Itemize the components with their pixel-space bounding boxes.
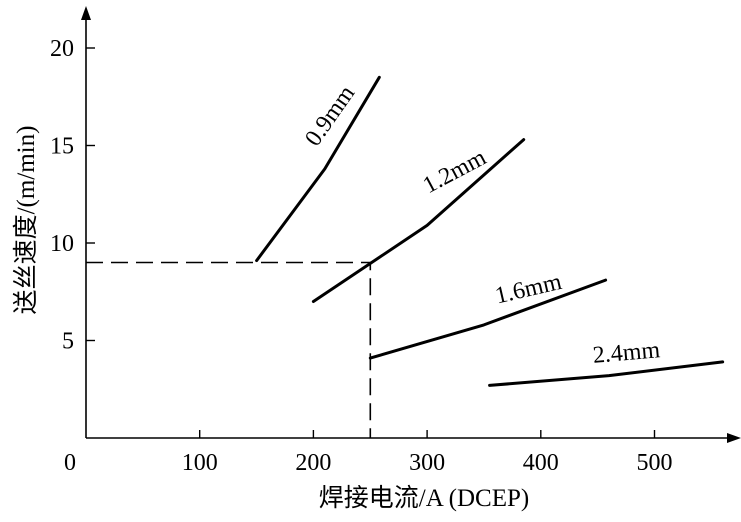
series-label-0.9mm: 0.9mm — [300, 81, 360, 151]
y-tick-label-10: 10 — [50, 231, 74, 257]
y-tick-label-20: 20 — [50, 36, 74, 62]
x-tick-label-300: 300 — [409, 450, 445, 476]
x-tick-label-0: 0 — [64, 450, 76, 476]
series-label-1.6mm: 1.6mm — [493, 269, 565, 310]
series-lines — [255, 75, 725, 387]
x-axis-arrow — [727, 433, 741, 443]
y-axis-title: 送丝速度/(m/min) — [12, 126, 40, 315]
guide-lines — [86, 261, 372, 438]
series-line-1.2mm — [311, 138, 526, 303]
series-line-1.6mm — [368, 278, 608, 360]
x-ticks: 0 100 200 300 400 500 — [64, 430, 673, 476]
x-tick-label-500: 500 — [637, 450, 673, 476]
x-tick-label-400: 400 — [523, 450, 559, 476]
plot-area: 0 100 200 300 400 500 5 10 15 20 0.9mm 1.2mm 1.6mm… — [50, 6, 741, 476]
reference-guide-1 — [86, 261, 372, 438]
y-axis-arrow — [81, 6, 91, 20]
x-tick-label-200: 200 — [295, 450, 331, 476]
y-ticks: 5 10 15 20 — [50, 36, 95, 355]
series-label-2.4mm: 2.4mm — [592, 337, 662, 369]
y-tick-label-15: 15 — [50, 134, 74, 160]
series-line-2.4mm — [488, 360, 725, 387]
series-label-1.2mm: 1.2mm — [419, 144, 491, 199]
y-tick-label-5: 5 — [62, 329, 74, 355]
series-line-0.9mm — [255, 75, 381, 263]
x-tick-label-100: 100 — [182, 450, 218, 476]
x-axis-title: 焊接电流/A (DCEP) — [319, 484, 529, 512]
